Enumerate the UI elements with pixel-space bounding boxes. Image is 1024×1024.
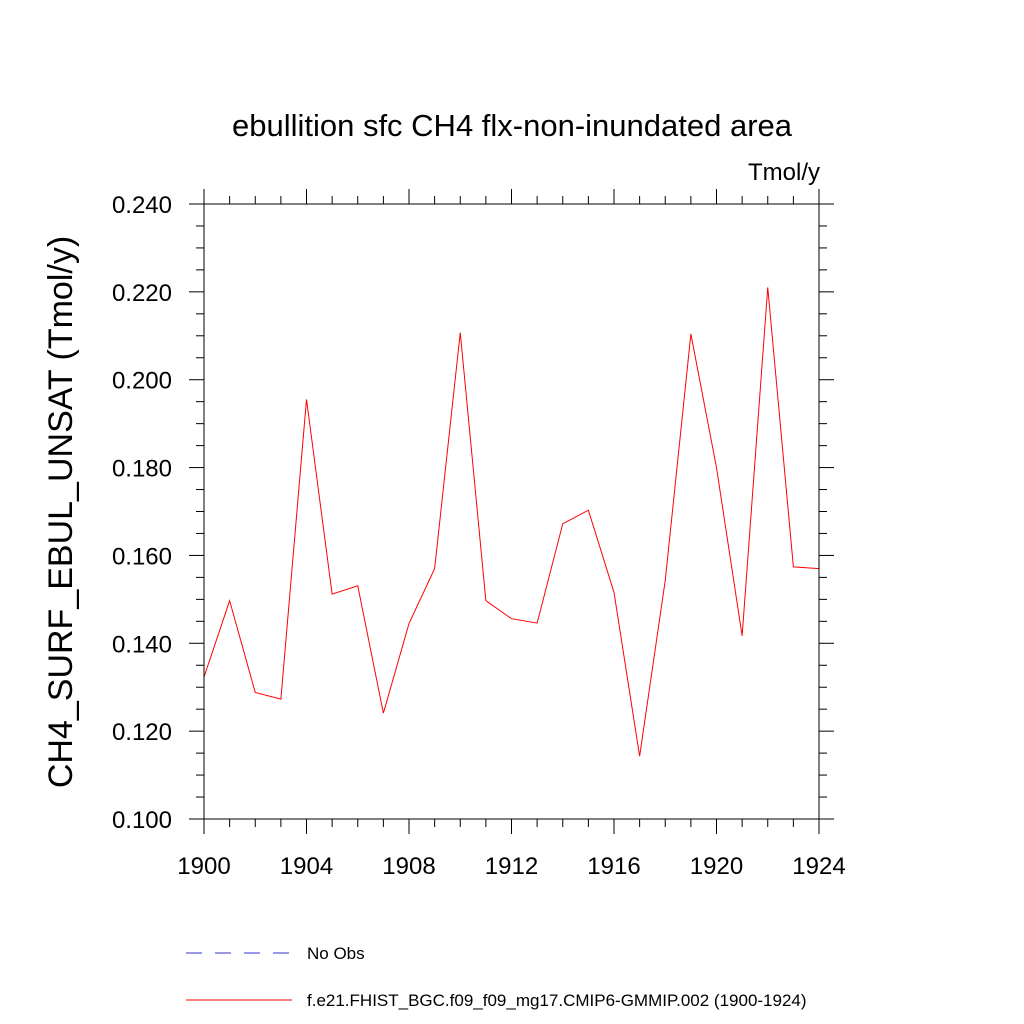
chart-title: ebullition sfc CH4 flx-non-inundated are… xyxy=(232,108,793,143)
y-tick-label: 0.160 xyxy=(112,543,172,570)
x-tick-label: 1908 xyxy=(382,853,435,880)
legend: No Obs f.e21.FHIST_BGC.f09_f09_mg17.CMIP… xyxy=(186,944,807,1010)
series-line xyxy=(203,287,820,757)
x-tick-label: 1904 xyxy=(280,853,333,880)
axis-ticks: 1900 1904 1908 1912 1916 1920 1924 0.100 0.120 0.… xyxy=(112,189,846,880)
y-tick-label: 0.140 xyxy=(112,631,172,658)
y-tick-label: 0.200 xyxy=(112,368,172,395)
x-tick-label: 1924 xyxy=(792,853,845,880)
x-tick-label: 1900 xyxy=(177,853,230,880)
y-tick-label: 0.120 xyxy=(112,719,172,746)
x-tick-label: 1920 xyxy=(690,853,743,880)
y-tick-label: 0.180 xyxy=(112,456,172,483)
y-tick-label: 0.240 xyxy=(112,192,172,219)
data-series xyxy=(203,287,820,757)
y-axis-label: CH4_SURF_EBUL_UNSAT (Tmol/y) xyxy=(42,236,80,788)
legend-label-model-run: f.e21.FHIST_BGC.f09_f09_mg17.CMIP6-GMMIP… xyxy=(307,991,807,1010)
plot-frame xyxy=(203,203,820,820)
x-tick-label: 1916 xyxy=(587,853,640,880)
legend-label-no-obs: No Obs xyxy=(307,944,365,963)
y-tick-label: 0.220 xyxy=(112,280,172,307)
y-tick-label: 0.100 xyxy=(112,807,172,834)
units-label: Tmol/y xyxy=(748,159,820,186)
x-tick-label: 1912 xyxy=(485,853,538,880)
